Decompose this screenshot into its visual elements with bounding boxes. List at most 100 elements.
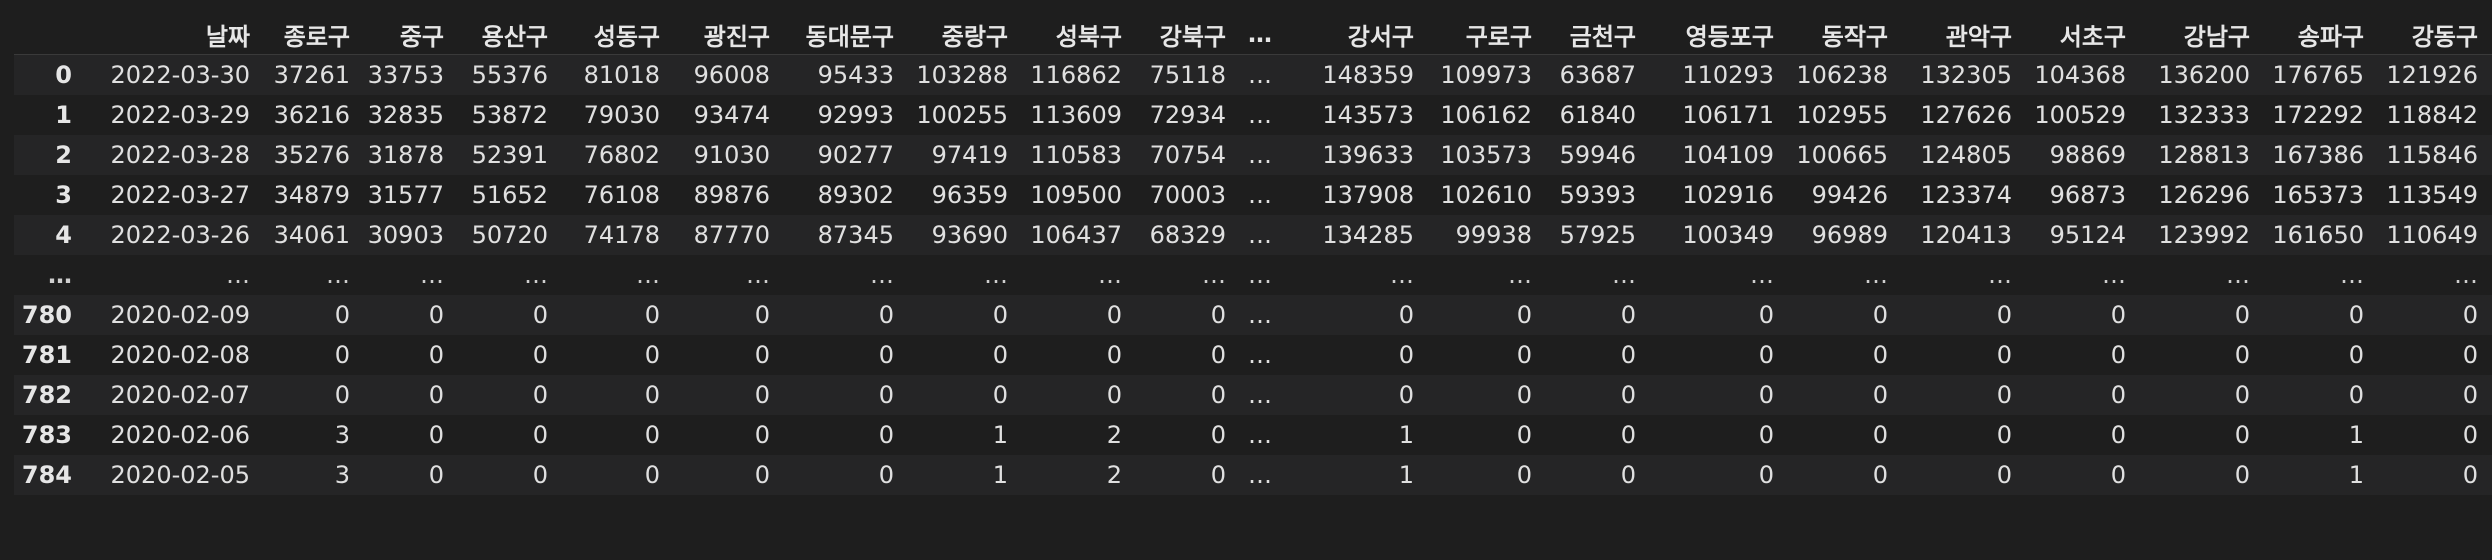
table-cell: 0 — [1398, 301, 1414, 329]
table-cell: 0 — [992, 301, 1008, 329]
table-cell: 0 — [2462, 421, 2478, 449]
table-row: 780 2020-02-09 0 0 0 0 0 0 0 0 0 … 0 0 0 0 0 0 0 0 0 0 — [14, 295, 2492, 335]
table-header: 날짜 종로구 중구 용산구 성동구 광진구 동대문구 중랑구 성북구 강북구… 강서구 구로구 금천구 영… — [14, 14, 2492, 55]
table-cell: 93690 — [931, 221, 1008, 249]
table-cell: 89876 — [693, 181, 770, 209]
table-cell: 96359 — [931, 181, 1008, 209]
table-cell: 0 — [532, 381, 548, 409]
table-cell: 106437 — [1030, 221, 1122, 249]
table-cell: … — [2340, 261, 2364, 289]
ellipsis-cell: … — [1248, 101, 1272, 129]
table-cell: 96008 — [693, 61, 770, 89]
table-cell: 0 — [1516, 341, 1532, 369]
table-cell: 1 — [1398, 421, 1414, 449]
header-row: 날짜 종로구 중구 용산구 성동구 광진구 동대문구 중랑구 성북구 강북구… 강서구 구로구 금천구 영… — [14, 14, 2492, 55]
table-cell: 176765 — [2272, 61, 2364, 89]
table-cell: … — [746, 261, 770, 289]
table-cell: 0 — [1872, 341, 1888, 369]
table-cell: 0 — [1872, 301, 1888, 329]
table-cell: 3 — [334, 421, 350, 449]
table-cell: 0 — [992, 381, 1008, 409]
table-cell: 91030 — [693, 141, 770, 169]
table-cell: 123992 — [2158, 221, 2250, 249]
table-cell: 87345 — [817, 221, 894, 249]
table-cell: 109973 — [1440, 61, 1532, 89]
table-cell: 104368 — [2034, 61, 2126, 89]
table-cell: 0 — [754, 381, 770, 409]
table-cell: 102955 — [1796, 101, 1888, 129]
table-cell: 1 — [992, 461, 1008, 489]
table-cell: 2 — [1106, 421, 1122, 449]
row-index: 781 — [21, 341, 72, 369]
table-cell: 0 — [1516, 421, 1532, 449]
table-cell: 118842 — [2386, 101, 2478, 129]
table-cell: … — [984, 261, 1008, 289]
table-cell: 2022-03-28 — [110, 141, 250, 169]
table-cell: 0 — [532, 461, 548, 489]
table-cell: 70003 — [1149, 181, 1226, 209]
table-cell: 0 — [1758, 341, 1774, 369]
table-cell: 132333 — [2158, 101, 2250, 129]
row-index: 784 — [21, 461, 72, 489]
table-cell: 87770 — [693, 221, 770, 249]
table-cell: 99938 — [1455, 221, 1532, 249]
table-cell: 0 — [2234, 301, 2250, 329]
table-cell: 0 — [2234, 421, 2250, 449]
table-cell: 123374 — [1920, 181, 2012, 209]
column-header: 관악구 — [1902, 14, 2026, 55]
ellipsis-cell: … — [1248, 141, 1272, 169]
table-cell: 0 — [532, 341, 548, 369]
table-cell: 100665 — [1796, 141, 1888, 169]
row-index: 780 — [21, 301, 72, 329]
table-cell: 59946 — [1559, 141, 1636, 169]
table-cell: 55376 — [471, 61, 548, 89]
table-cell: 0 — [2462, 381, 2478, 409]
table-cell: 0 — [1758, 381, 1774, 409]
table-cell: … — [636, 261, 660, 289]
table-cell: 0 — [992, 341, 1008, 369]
table-cell: 31878 — [367, 141, 444, 169]
table-cell: 0 — [2462, 341, 2478, 369]
table-cell: 33753 — [367, 61, 444, 89]
index-header — [14, 14, 94, 55]
table-cell: 113609 — [1030, 101, 1122, 129]
table-cell: 97419 — [931, 141, 1008, 169]
table-cell: 103288 — [916, 61, 1008, 89]
table-cell: 102916 — [1682, 181, 1774, 209]
table-cell: 100529 — [2034, 101, 2126, 129]
table-cell: 0 — [1620, 421, 1636, 449]
table-cell: … — [1098, 261, 1122, 289]
ellipsis-cell: … — [1248, 421, 1272, 449]
table-cell: 0 — [1758, 421, 1774, 449]
table-cell: 103573 — [1440, 141, 1532, 169]
table-cell: 53872 — [471, 101, 548, 129]
table-cell: 89302 — [817, 181, 894, 209]
table-cell: 0 — [532, 301, 548, 329]
table-cell: 106238 — [1796, 61, 1888, 89]
table-cell: 0 — [334, 381, 350, 409]
table-cell: 0 — [1210, 461, 1226, 489]
table-cell: 100349 — [1682, 221, 1774, 249]
table-cell: 75118 — [1149, 61, 1226, 89]
column-header: 영등포구 — [1650, 14, 1788, 55]
table-cell: 0 — [644, 461, 660, 489]
table-cell: 0 — [2348, 341, 2364, 369]
table-cell: … — [1988, 261, 2012, 289]
table-cell: 0 — [1996, 381, 2012, 409]
table-cell: 0 — [644, 421, 660, 449]
table-cell: 116862 — [1030, 61, 1122, 89]
table-cell: 0 — [1106, 301, 1122, 329]
table-cell: 139633 — [1322, 141, 1414, 169]
table-cell: 2020-02-09 — [110, 301, 250, 329]
table-cell: … — [1612, 261, 1636, 289]
column-header: 강동구 — [2378, 14, 2492, 55]
table-cell: 110293 — [1682, 61, 1774, 89]
table-cell: 2020-02-06 — [110, 421, 250, 449]
table-cell: 68329 — [1149, 221, 1226, 249]
table-cell: 106162 — [1440, 101, 1532, 129]
table-cell: 0 — [1758, 301, 1774, 329]
table-cell: 0 — [1210, 341, 1226, 369]
table-cell: 63687 — [1559, 61, 1636, 89]
table-cell: 0 — [878, 381, 894, 409]
table-cell: 2020-02-07 — [110, 381, 250, 409]
